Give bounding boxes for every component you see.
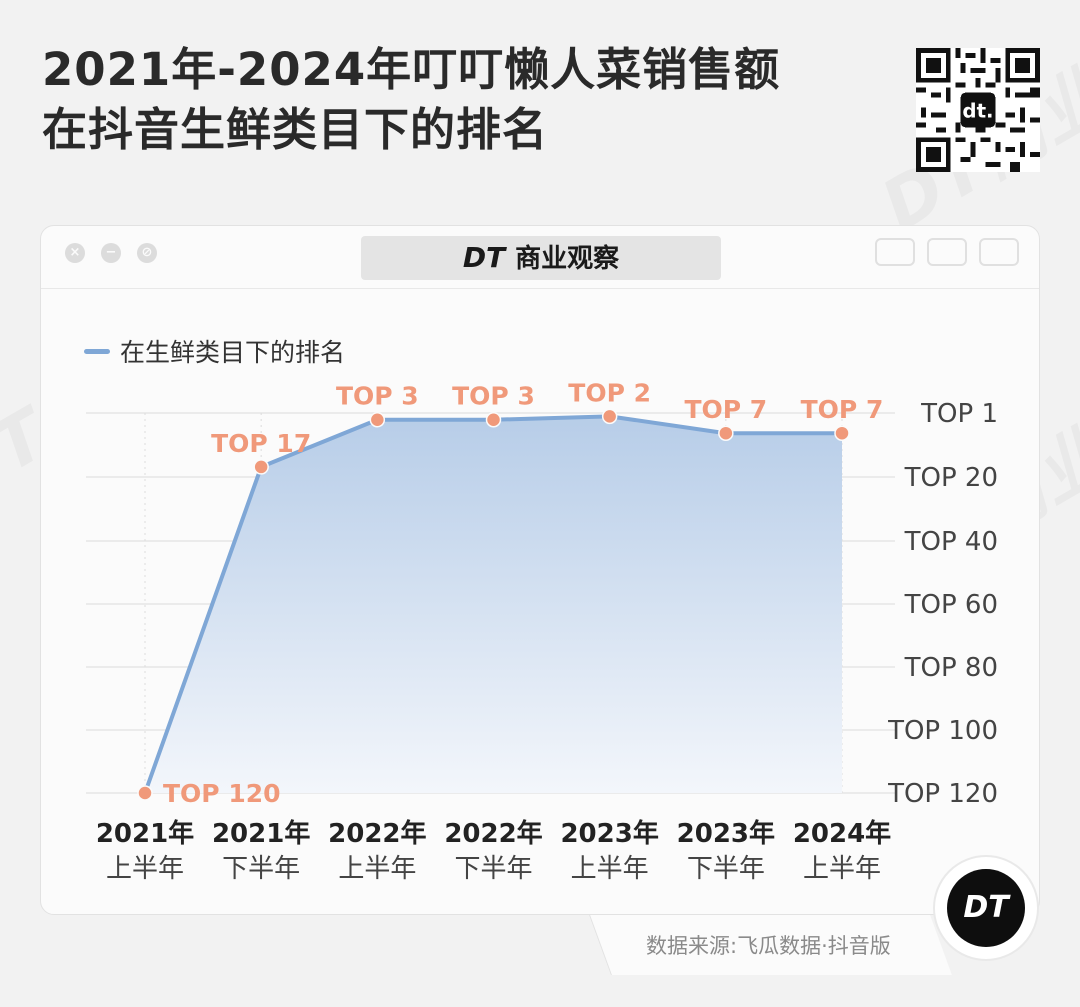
y-tick-label: TOP 120 [887,779,998,809]
x-tick-year: 2022年 [328,818,426,849]
data-point[interactable] [834,425,850,441]
page-title: 2021年-2024年叮叮懒人菜销售额 在抖音生鲜类目下的排名 [42,40,780,160]
x-tick-half: 下半年 [687,854,765,884]
y-tick-label: TOP 20 [904,463,998,493]
x-tick-year: 2021年 [212,818,310,849]
data-label: TOP 3 [336,382,419,411]
x-tick-half: 上半年 [571,854,649,884]
y-tick-label: TOP 60 [904,590,998,620]
brand-bar: DT 商业观察 [361,236,721,280]
data-label: TOP 120 [163,779,281,808]
x-tick-year: 2023年 [677,818,775,849]
y-tick-label: TOP 40 [904,527,998,557]
x-tick-year: 2024年 [793,818,891,849]
legend-swatch [84,348,110,354]
close-icon[interactable]: × [65,243,85,263]
x-tick-half: 下半年 [222,854,300,884]
data-point[interactable] [718,425,734,441]
title-line-1: 2021年-2024年叮叮懒人菜销售额 [42,43,781,96]
x-tick-half: 上半年 [106,854,184,884]
record-icon[interactable] [875,238,915,266]
no-entry-icon[interactable]: ⊘ [137,243,157,263]
data-point[interactable] [601,408,618,425]
x-tick-half: 下半年 [454,854,532,884]
data-point[interactable] [369,411,386,428]
series-area [145,416,842,793]
data-label: TOP 3 [452,382,535,411]
data-label: TOP 7 [684,395,767,424]
y-tick-label: TOP 100 [887,716,998,746]
data-label: TOP 17 [211,429,311,458]
data-label: TOP 2 [568,378,651,407]
y-tick-label: TOP 1 [920,399,998,429]
y-tick-label: TOP 80 [904,653,998,683]
qr-logo-text: dt. [962,99,993,122]
x-tick-half: 上半年 [803,854,881,884]
x-tick-year: 2022年 [444,818,542,849]
data-point[interactable] [485,411,502,428]
minimize-icon[interactable]: − [101,243,121,263]
share-icon[interactable] [927,238,967,266]
dt-logo: DT [933,855,1039,961]
x-tick-half: 上半年 [338,854,416,884]
brand-name: 商业观察 [515,244,620,274]
x-tick-year: 2021年 [96,818,194,849]
x-tick-year: 2023年 [560,818,658,849]
data-point[interactable] [253,459,269,475]
title-line-2: 在抖音生鲜类目下的排名 [42,103,549,156]
qr-code-icon[interactable]: dt. [916,48,1040,172]
window-toolbar: × − ⊘ DT 商业观察 [41,226,1039,289]
brand-logo-text: DT [462,241,506,274]
chart-legend: 在生鲜类目下的排名 [84,336,346,367]
data-point[interactable] [137,785,153,801]
data-label: TOP 7 [801,395,884,424]
copy-icon[interactable] [979,238,1019,266]
data-source: 数据来源:飞瓜数据·抖音版 [646,934,891,958]
legend-label: 在生鲜类目下的排名 [120,338,346,367]
dt-logo-text: DT [947,869,1025,947]
